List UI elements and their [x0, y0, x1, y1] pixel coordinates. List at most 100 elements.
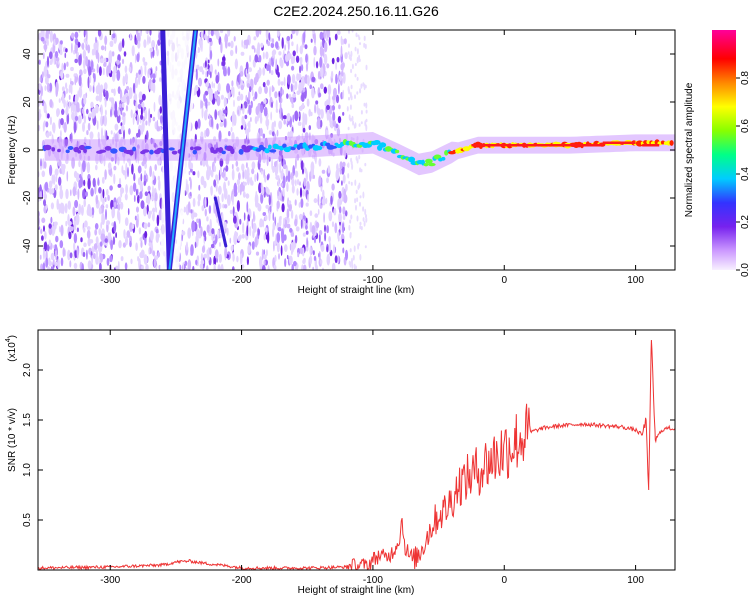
spectral-noise-blob — [283, 76, 286, 87]
spectral-noise-blob — [102, 188, 105, 199]
spectral-noise-blob — [208, 87, 211, 94]
spectral-noise-blob — [241, 39, 244, 48]
spectral-noise-blob — [231, 80, 234, 87]
spectral-noise-blob — [56, 108, 60, 116]
spectral-noise-blob — [76, 227, 79, 233]
spectral-noise-blob — [95, 104, 99, 114]
spectral-noise-blob — [147, 222, 151, 228]
spectral-noise-blob — [308, 125, 311, 131]
spectral-noise-blob — [259, 221, 262, 228]
spectral-noise-blob — [290, 209, 294, 219]
spectral-noise-blob — [131, 45, 135, 57]
spectral-noise-blob — [143, 206, 147, 217]
spectral-noise-blob — [196, 218, 200, 223]
spectral-noise-blob — [275, 108, 279, 113]
diagonal-line-outer — [213, 196, 228, 248]
spectral-noise-blob — [86, 249, 88, 260]
spectral-noise-blob — [85, 44, 88, 51]
colorbar-ticks: 0.0 0.2 0.4 0.6 0.8 — [736, 71, 750, 277]
spectral-noise-blob — [252, 229, 255, 239]
spectral-noise-blob — [76, 106, 80, 113]
spectral-noise-blob — [292, 84, 295, 95]
spectral-noise-blob — [316, 104, 319, 114]
spectral-noise-blob — [72, 206, 76, 217]
spectral-noise-blob — [277, 71, 280, 78]
spectral-noise-blob — [145, 120, 148, 126]
spectral-noise-blob — [249, 226, 252, 237]
y-tick-label: 1.0 — [22, 463, 33, 477]
spectral-noise-blob — [292, 93, 296, 98]
spectral-noise-blob — [136, 114, 140, 126]
spectral-noise-blob — [128, 66, 132, 73]
spectral-noise-blob — [187, 227, 192, 239]
spectral-noise-blob — [198, 218, 201, 229]
spectral-noise-blob — [263, 233, 266, 241]
spectral-noise-blob — [66, 61, 69, 67]
spectral-noise-blob — [279, 161, 282, 174]
spectral-noise-blob — [95, 85, 100, 95]
spectral-noise-blob — [324, 232, 327, 242]
spectral-noise-blob — [125, 105, 129, 112]
spectral-noise-blob — [40, 36, 45, 42]
spectral-noise-blob — [338, 212, 342, 223]
spectral-noise-blob — [99, 84, 104, 94]
spectral-noise-blob — [201, 205, 205, 212]
spectral-noise-blob — [87, 260, 92, 270]
spectral-noise-blob — [342, 161, 346, 167]
spectral-noise-blob — [326, 225, 329, 234]
spectral-noise-blob — [286, 223, 291, 229]
spectral-noise-blob — [78, 54, 82, 66]
spectral-noise-blob — [255, 251, 260, 256]
spectral-noise-blob — [59, 188, 64, 200]
spectral-noise-blob — [320, 259, 323, 265]
spectral-noise-blob — [89, 239, 94, 244]
spectral-noise-blob — [206, 70, 209, 78]
ridge-blob — [669, 140, 674, 146]
spectral-noise-blob — [233, 215, 237, 224]
spectral-noise-blob — [219, 122, 224, 127]
spectral-noise-blob — [315, 221, 320, 229]
spectral-noise-blob — [291, 73, 296, 84]
spectral-noise-blob — [230, 126, 233, 132]
ridge-blob — [230, 148, 235, 155]
spectral-noise-blob — [251, 218, 254, 230]
spectral-noise-blob — [132, 182, 137, 192]
spectral-noise-blob — [242, 170, 245, 180]
spectral-noise-blob — [271, 101, 273, 109]
spectral-noise-blob — [321, 197, 326, 206]
spectral-noise-blob — [156, 126, 161, 132]
spectral-noise-blob — [236, 179, 240, 186]
spectral-noise-blob — [342, 206, 346, 215]
spectral-noise-blob — [278, 120, 283, 130]
spectral-noise-blob — [121, 38, 125, 49]
spectral-noise-blob — [260, 104, 264, 114]
spectral-noise-blob — [335, 73, 338, 85]
spectral-noise-blob — [236, 255, 239, 263]
spectral-noise-blob — [264, 214, 268, 221]
spectral-noise-blob — [272, 131, 275, 137]
spectral-noise-blob — [356, 158, 359, 164]
spectral-noise-blob — [246, 83, 251, 88]
spectral-noise-blob — [111, 51, 115, 57]
spectral-noise-blob — [313, 255, 317, 262]
spectral-noise-blob — [93, 243, 98, 250]
spectral-noise-blob — [68, 94, 71, 100]
spectral-noise-blob — [286, 112, 291, 122]
spectral-noise-blob — [298, 82, 303, 94]
spectral-noise-blob — [94, 229, 98, 236]
spectral-noise-blob — [50, 216, 53, 224]
ridge-blob — [264, 148, 270, 154]
spectral-noise-blob — [95, 95, 100, 102]
spectral-noise-blob — [245, 193, 250, 199]
spectral-noise-blob — [326, 253, 331, 266]
y-tick-label: 2.0 — [22, 363, 33, 377]
spectral-noise-blob — [275, 99, 278, 111]
spectral-noise-blob — [49, 82, 53, 92]
spectral-noise-blob — [271, 85, 274, 93]
snr-multiplier-base: (x10 — [7, 342, 18, 362]
spectral-noise-blob — [215, 74, 219, 84]
spectral-noise-blob — [118, 212, 121, 225]
spectral-noise-blob — [335, 62, 337, 70]
spectral-noise-blob — [307, 193, 309, 203]
spectral-noise-blob — [335, 94, 340, 104]
